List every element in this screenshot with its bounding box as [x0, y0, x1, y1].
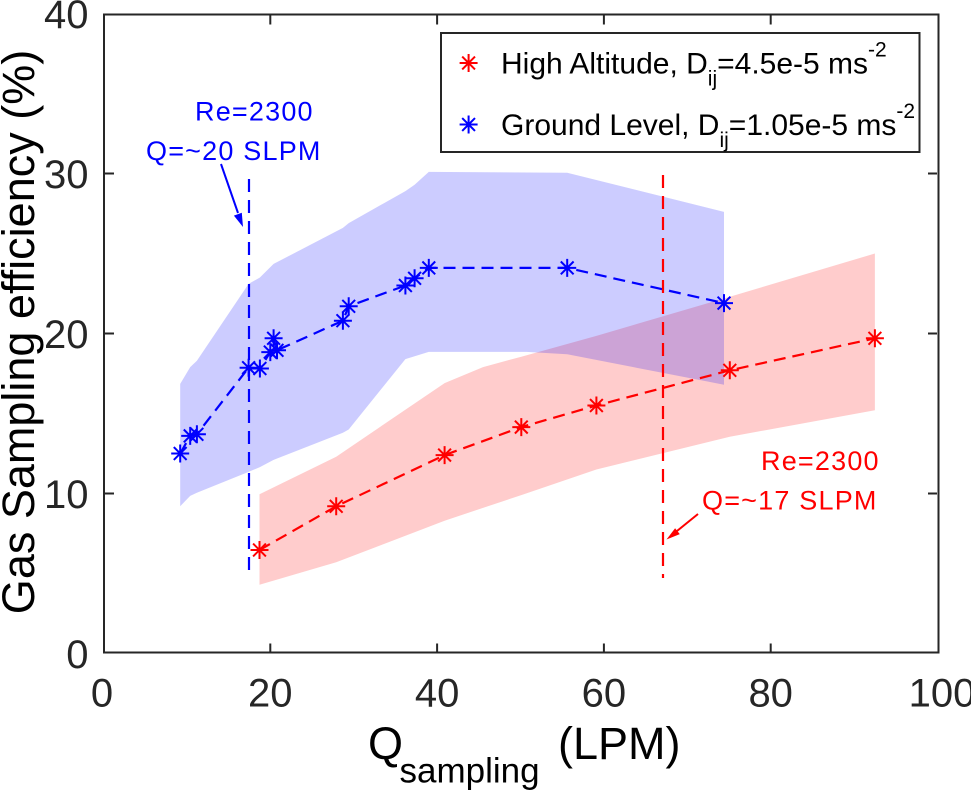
svg-text:80: 80: [748, 672, 793, 716]
svg-text:100: 100: [909, 672, 971, 716]
svg-text:20: 20: [44, 313, 89, 357]
svg-text:Q=~20 SLPM: Q=~20 SLPM: [146, 136, 322, 166]
svg-text:10: 10: [44, 473, 89, 517]
svg-text:Gas Sampling efficiency (%): Gas Sampling efficiency (%): [0, 50, 44, 614]
svg-text:Re=2300: Re=2300: [195, 97, 314, 127]
svg-text:20: 20: [248, 672, 293, 716]
svg-text:0: 0: [66, 633, 88, 677]
svg-text:Q=~17 SLPM: Q=~17 SLPM: [702, 486, 878, 516]
svg-text:60: 60: [582, 672, 627, 716]
svg-text:40: 40: [415, 672, 460, 716]
svg-text:30: 30: [44, 153, 89, 197]
svg-text:0: 0: [91, 672, 113, 716]
svg-text:Re=2300: Re=2300: [761, 446, 880, 476]
svg-text:40: 40: [44, 0, 89, 37]
